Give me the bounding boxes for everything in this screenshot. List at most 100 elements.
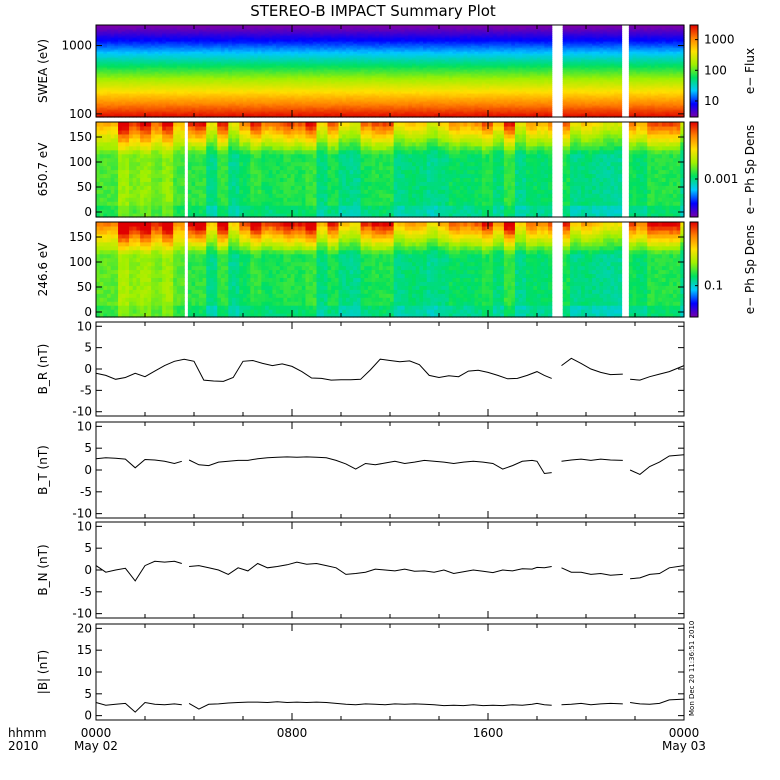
heatmap-cell <box>426 29 432 32</box>
heatmap-cell <box>345 69 351 72</box>
heatmap-cell <box>147 57 152 60</box>
heatmap-cell <box>338 75 343 78</box>
heatmap-cell <box>265 43 270 46</box>
heatmap-cell <box>367 103 373 106</box>
heatmap-cell <box>334 99 340 102</box>
heatmap-cell <box>345 95 351 98</box>
heatmap-cell <box>206 69 211 72</box>
heatmap-cell <box>147 99 152 102</box>
heatmap-cell <box>224 71 229 74</box>
heatmap-cell <box>107 89 112 92</box>
heatmap-cell <box>202 55 207 58</box>
heatmap-cell <box>176 63 182 66</box>
heatmap-cell <box>184 37 189 40</box>
heatmap-cell <box>419 105 424 108</box>
heatmap-cell <box>434 43 439 46</box>
heatmap-cell <box>345 31 351 34</box>
heatmap-cell <box>246 75 251 78</box>
heatmap-cell <box>154 31 160 34</box>
heatmap-cell <box>349 83 354 86</box>
heatmap-cell <box>195 87 200 90</box>
heatmap-cell <box>198 71 204 74</box>
heatmap-cell <box>235 93 240 96</box>
heatmap-cell <box>180 29 185 32</box>
heatmap-cell <box>154 69 160 72</box>
heatmap-cell <box>184 25 189 28</box>
heatmap-cell <box>132 75 138 78</box>
heatmap-cell <box>209 39 215 42</box>
heatmap-cell <box>213 111 218 114</box>
heatmap-cell <box>220 87 226 90</box>
heatmap-cell <box>257 115 262 118</box>
heatmap-cell <box>254 33 259 36</box>
heatmap-cell <box>338 85 343 88</box>
heatmap-cell <box>323 53 329 56</box>
heatmap-cell <box>283 101 288 104</box>
heatmap-cell <box>110 69 115 72</box>
heatmap-cell <box>320 107 325 110</box>
heatmap-cell <box>272 95 277 98</box>
heatmap-cell <box>195 39 200 42</box>
heatmap-cell <box>283 31 288 34</box>
heatmap-cell <box>231 115 237 118</box>
heatmap-cell <box>301 109 307 112</box>
heatmap-cell <box>187 105 193 108</box>
heatmap-cell <box>129 93 134 96</box>
heatmap-cell <box>250 105 255 108</box>
heatmap-cell <box>408 93 413 96</box>
heatmap-cell <box>459 61 465 64</box>
heatmap-cell <box>125 75 130 78</box>
heatmap-cell <box>173 83 178 86</box>
heatmap-cell <box>96 115 101 118</box>
heatmap-cell <box>356 41 362 44</box>
heatmap-cell <box>463 53 468 56</box>
heatmap-cell <box>419 65 424 68</box>
heatmap-cell <box>110 49 115 52</box>
heatmap-cell <box>279 79 285 82</box>
heatmap-cell <box>107 109 112 112</box>
heatmap-cell <box>412 75 417 78</box>
heatmap-cell <box>154 103 160 106</box>
heatmap-cell <box>452 81 457 84</box>
heatmap-cell <box>415 111 420 114</box>
heatmap-cell <box>375 79 380 82</box>
heatmap-cell <box>456 29 461 32</box>
heatmap-cell <box>312 57 318 60</box>
heatmap-cell <box>191 101 196 104</box>
heatmap-cell <box>397 105 402 108</box>
heatmap-cell <box>246 25 251 28</box>
heatmap-cell <box>202 37 207 40</box>
heatmap-cell <box>114 85 119 88</box>
heatmap-cell <box>250 25 255 28</box>
heatmap-cell <box>378 105 384 108</box>
heatmap-cell <box>342 69 347 72</box>
heatmap-cell <box>316 41 321 44</box>
heatmap-cell <box>419 75 424 78</box>
heatmap-cell <box>459 97 465 100</box>
heatmap-cell <box>140 53 145 56</box>
heatmap-cell <box>404 97 409 100</box>
heatmap-cell <box>287 97 292 100</box>
heatmap-cell <box>334 105 340 108</box>
heatmap-cell <box>430 81 435 84</box>
heatmap-cell <box>246 89 251 92</box>
heatmap-cell <box>151 113 156 116</box>
heatmap-cell <box>220 31 226 34</box>
heatmap-cell <box>437 95 443 98</box>
heatmap-cell <box>323 75 329 78</box>
heatmap-cell <box>382 69 387 72</box>
heatmap-cell <box>320 55 325 58</box>
heatmap-cell <box>272 41 277 44</box>
heatmap-cell <box>173 73 178 76</box>
heatmap-cell <box>125 33 130 36</box>
heatmap-cell <box>386 89 391 92</box>
heatmap-cell <box>382 107 387 110</box>
heatmap-cell <box>345 41 351 44</box>
heatmap-cell <box>191 49 196 52</box>
heatmap-cell <box>114 83 119 86</box>
heatmap-cell <box>180 71 185 74</box>
heatmap-cell <box>209 25 215 28</box>
heatmap-cell <box>353 85 358 88</box>
heatmap-cell <box>239 87 244 90</box>
heatmap-cell <box>430 79 435 82</box>
